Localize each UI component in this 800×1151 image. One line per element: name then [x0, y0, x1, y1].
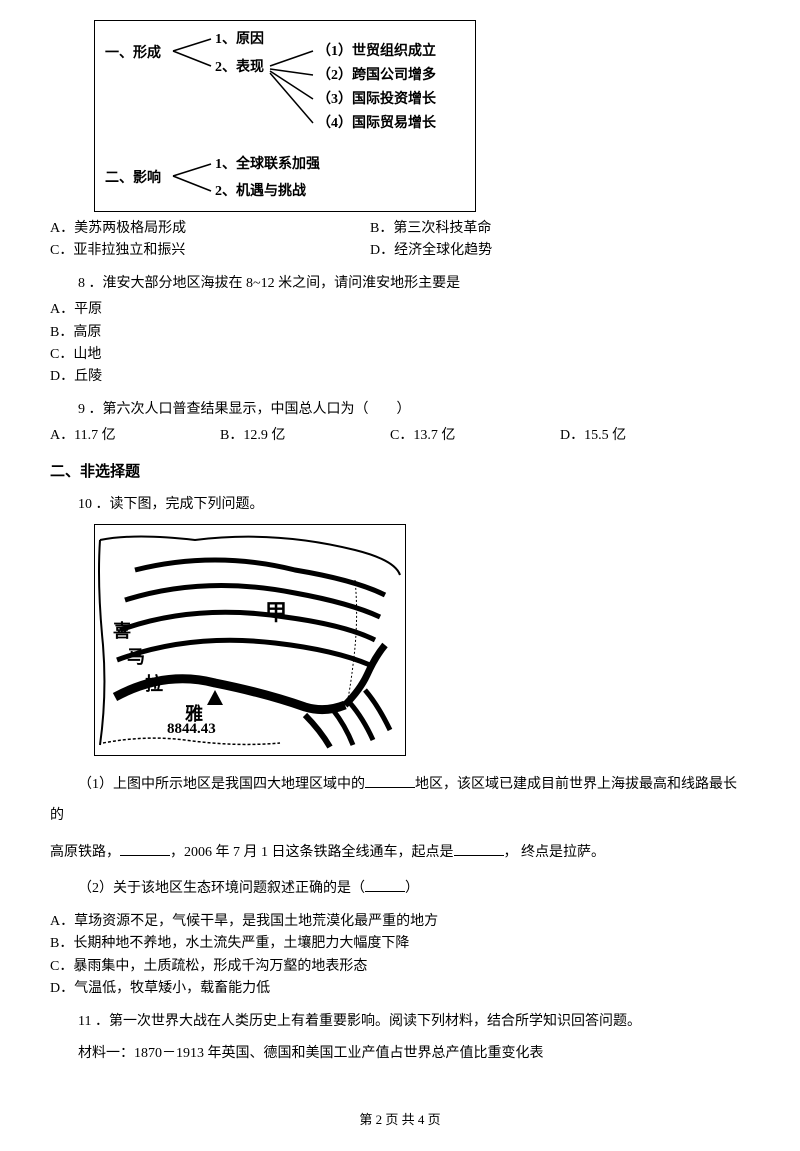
diagram-sub-1: （1）世贸组织成立: [317, 41, 436, 63]
q9-text: 9 ．第六次人口普查结果显示，中国总人口为（ ）: [50, 399, 750, 421]
map-label-num: 8844.43: [167, 717, 216, 741]
q9-option-b: B．12.9 亿: [220, 425, 390, 447]
q11-material: 材料一：1870－1913 年英国、德国和美国工业产值占世界总产值比重变化表: [50, 1039, 750, 1070]
concept-diagram: 一、形成 1、原因 2、表现 （1）世贸组织成立 （2）跨国公司增多 （3）国际…: [94, 20, 476, 212]
q10-part2: （2）关于该地区生态环境问题叙述正确的是（ ）: [50, 874, 750, 905]
q8-text: 8 ．淮安大部分地区海拔在 8~12 米之间，请问淮安地形主要是: [50, 273, 750, 295]
q8-option-c: C．山地: [50, 344, 750, 366]
q10-part1-cont: 高原铁路， ，2006 年 7 月 1 日这条铁路全线通车，起点是 ， 终点是拉萨。: [50, 838, 750, 869]
diagram-item-2-2: 2、机遇与挑战: [215, 181, 306, 203]
q7-option-d: D．经济全球化趋势: [370, 240, 690, 262]
q11-text: 11 ．第一次世界大战在人类历史上有着重要影响。阅读下列材料，结合所学知识回答问…: [50, 1011, 750, 1033]
blank-answer[interactable]: [365, 877, 405, 892]
q10-text: 10 ．读下图，完成下列问题。: [50, 494, 750, 516]
q7-option-c: C．亚非拉独立和振兴: [50, 240, 370, 262]
diagram-item-1-1: 1、原因: [215, 29, 264, 51]
diagram-label-formation: 一、形成: [105, 43, 161, 65]
q8-option-b: B．高原: [50, 322, 750, 344]
q7-option-b: B．第三次科技革命: [370, 218, 690, 240]
q8-option-d: D．丘陵: [50, 366, 750, 388]
q10-p2a: （2）关于该地区生态环境问题叙述正确的是（: [78, 881, 365, 896]
diagram-sub-3: （3）国际投资增长: [317, 89, 436, 111]
diagram-sub-2: （2）跨国公司增多: [317, 65, 436, 87]
blank-region[interactable]: [365, 773, 415, 788]
q10-option-b: B．长期种地不养地，水土流失严重，土壤肥力大幅度下降: [50, 933, 750, 955]
q10-p2b: ）: [405, 881, 419, 896]
q10-option-c: C．暴雨集中，土质疏松，形成千沟万壑的地表形态: [50, 956, 750, 978]
q10-option-a: A．草场资源不足，气候干旱，是我国土地荒漠化最严重的地方: [50, 911, 750, 933]
q10-option-d: D．气温低，牧草矮小，载畜能力低: [50, 978, 750, 1000]
q8-options: A．平原 B．高原 C．山地 D．丘陵: [50, 299, 750, 389]
page-footer: 第 2 页 共 4 页: [50, 1110, 750, 1131]
blank-railway[interactable]: [120, 841, 170, 856]
q10-p1a: （1）上图中所示地区是我国四大地理区域中的: [78, 777, 365, 792]
q9-option-c: C．13.7 亿: [390, 425, 560, 447]
q8-option-a: A．平原: [50, 299, 750, 321]
map-label-xi: 喜: [113, 617, 131, 646]
diagram-label-impact: 二、影响: [105, 168, 161, 190]
map-label-jia: 甲: [265, 595, 287, 630]
map-label-ma: 马: [127, 643, 145, 672]
map-label-la: 拉: [145, 670, 163, 699]
q9-options: A．11.7 亿 B．12.9 亿 C．13.7 亿 D．15.5 亿: [50, 425, 750, 447]
blank-start[interactable]: [454, 841, 504, 856]
q10-p1c: 高原铁路，: [50, 845, 120, 860]
q7-options: A．美苏两极格局形成 B．第三次科技革命 C．亚非拉独立和振兴 D．经济全球化趋…: [50, 218, 750, 263]
diagram-item-1-2: 2、表现: [215, 57, 264, 79]
diagram-sub-4: （4）国际贸易增长: [317, 113, 436, 135]
q10-p1d: ，2006 年 7 月 1 日这条铁路全线通车，起点是: [170, 845, 454, 860]
q10-options: A．草场资源不足，气候干旱，是我国土地荒漠化最严重的地方 B．长期种地不养地，水…: [50, 911, 750, 1001]
q9-option-a: A．11.7 亿: [50, 425, 220, 447]
q9-option-d: D．15.5 亿: [560, 425, 730, 447]
map-figure: 甲 喜 马 拉 雅 8844.43: [94, 524, 406, 756]
q7-option-a: A．美苏两极格局形成: [50, 218, 370, 240]
diagram-item-2-1: 1、全球联系加强: [215, 154, 320, 176]
q10-p1e: ， 终点是拉萨。: [504, 845, 606, 860]
section-2-title: 二、非选择题: [50, 460, 750, 484]
q10-part1: （1）上图中所示地区是我国四大地理区域中的地区，该区域已建成目前世界上海拔最高和…: [50, 770, 750, 832]
